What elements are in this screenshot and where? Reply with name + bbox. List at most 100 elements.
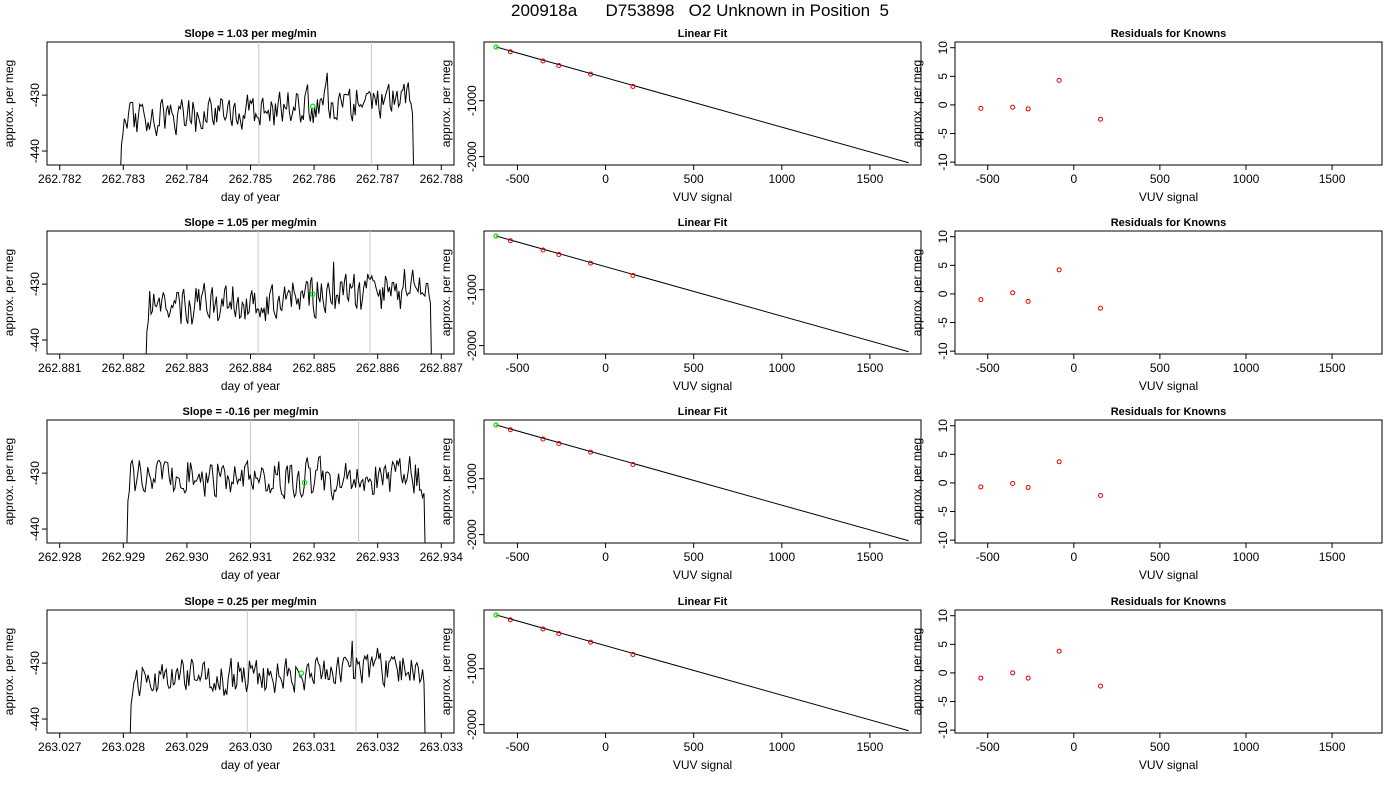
- plot-area: [120, 42, 415, 165]
- plot-frame: [46, 41, 455, 166]
- x-tick-label: 262.783: [102, 172, 146, 186]
- timeseries-panel-3: Slope = 0.25 per meg/min 263.027 263.028 26…: [2, 596, 463, 772]
- residuals-panel-3: Residuals for Knowns -500 0 500 1000 1500 VUV …: [910, 596, 1383, 772]
- residual-point: [1056, 459, 1062, 465]
- y-axis-label: approx. per meg: [439, 628, 453, 715]
- plot-title: Residuals for Knowns: [1111, 596, 1227, 608]
- x-tick-label: 262.883: [165, 361, 209, 375]
- x-tick-label: 0: [602, 172, 609, 186]
- y-tick-label: -10: [936, 153, 950, 171]
- known-standard-point: [588, 71, 594, 77]
- x-tick-label: 1500: [1319, 172, 1346, 186]
- x-tick-label: 0: [602, 740, 609, 754]
- known-standard-point: [630, 83, 636, 89]
- y-tick-label: 5: [936, 451, 950, 458]
- x-tick-label: 1000: [768, 740, 795, 754]
- known-standard-point: [540, 58, 546, 64]
- residual-point: [978, 297, 984, 303]
- known-standard-point: [588, 449, 594, 455]
- selected-point: [298, 670, 305, 676]
- x-tick-label: 263.031: [292, 740, 336, 754]
- signal-trace: [145, 261, 432, 354]
- x-tick-label: 500: [1150, 740, 1170, 754]
- unknown-point: [493, 233, 499, 239]
- x-tick-label: 262.932: [292, 550, 336, 564]
- known-standard-point: [630, 461, 636, 467]
- x-tick-label: 0: [1070, 550, 1077, 564]
- fit-panel-3: Linear Fit -500 0 500 1000 1500 VUV signal -200…: [439, 596, 922, 772]
- x-tick-label: -500: [505, 361, 529, 375]
- x-tick-label: 1000: [1233, 172, 1260, 186]
- x-tick-label: 1500: [1319, 361, 1346, 375]
- x-tick-label: 1000: [768, 361, 795, 375]
- x-tick-label: 1500: [1319, 550, 1346, 564]
- y-tick-label: -1000: [465, 653, 479, 684]
- residuals-panel-2: Residuals for Knowns -500 0 500 1000 1500 VUV …: [910, 406, 1383, 582]
- y-tick-label: -10: [936, 721, 950, 739]
- known-standard-point: [588, 639, 594, 645]
- x-tick-label: 262.785: [229, 172, 273, 186]
- fit-line: [496, 235, 909, 353]
- y-tick-label: -5: [936, 696, 950, 707]
- plot-area: [978, 77, 1103, 122]
- y-axis-label: approx. per meg: [910, 60, 924, 147]
- known-standard-point: [556, 630, 562, 636]
- y-axis-label: approx. per meg: [2, 249, 16, 336]
- x-tick-label: 500: [1150, 550, 1170, 564]
- residual-point: [1056, 267, 1062, 273]
- residual-point: [1056, 648, 1062, 654]
- x-tick-label: 262.934: [420, 550, 464, 564]
- plot-title: Linear Fit: [678, 406, 728, 418]
- plot-frame: [483, 230, 922, 355]
- y-tick-label: 10: [936, 230, 950, 244]
- plot-area: [129, 610, 426, 733]
- known-standard-point: [507, 49, 513, 55]
- x-tick-label: -500: [976, 361, 1000, 375]
- known-standard-point: [556, 251, 562, 257]
- known-standard-point: [630, 651, 636, 657]
- residual-point: [978, 484, 984, 490]
- y-tick-label: 10: [936, 609, 950, 623]
- x-tick-label: 1000: [768, 172, 795, 186]
- x-tick-label: 0: [1070, 172, 1077, 186]
- y-axis-label: approx. per meg: [2, 438, 16, 525]
- x-tick-label: -500: [976, 550, 1000, 564]
- plot-title: Slope = 1.03 per meg/min: [184, 28, 317, 40]
- y-tick-label: -430: [28, 461, 42, 485]
- x-tick-label: 262.885: [292, 361, 336, 375]
- x-tick-label: 262.784: [165, 172, 209, 186]
- x-tick-label: 1500: [857, 550, 884, 564]
- residual-point: [1025, 485, 1031, 491]
- residual-point: [1097, 493, 1103, 499]
- residuals-panel-0: Residuals for Knowns -500 0 500 1000 1500 VUV …: [910, 28, 1383, 204]
- x-tick-label: 0: [1070, 361, 1077, 375]
- selected-point: [301, 479, 308, 486]
- x-tick-label: 262.933: [356, 550, 400, 564]
- known-standard-point: [630, 272, 636, 278]
- fit-line: [496, 46, 909, 164]
- residual-point: [1010, 481, 1016, 487]
- plot-frame: [954, 419, 1383, 544]
- plot-frame: [483, 41, 922, 166]
- y-tick-label: -10: [936, 531, 950, 549]
- residual-point: [978, 675, 984, 681]
- y-tick-label: 0: [936, 479, 950, 486]
- x-tick-label: 262.929: [102, 550, 146, 564]
- x-tick-label: 500: [1150, 172, 1170, 186]
- plot-frame: [46, 230, 455, 355]
- unknown-point: [493, 44, 499, 50]
- y-tick-label: -1000: [465, 85, 479, 116]
- plot-title: Residuals for Knowns: [1111, 28, 1227, 40]
- y-tick-label: 0: [936, 101, 950, 108]
- residual-point: [1025, 675, 1031, 681]
- plot-area: [978, 459, 1103, 499]
- x-tick-label: 1000: [1233, 361, 1260, 375]
- x-tick-label: 262.782: [38, 172, 82, 186]
- x-tick-label: 0: [602, 550, 609, 564]
- y-tick-label: -430: [28, 83, 42, 107]
- timeseries-panel-0: Slope = 1.03 per meg/min 262.782 262.783 26…: [2, 28, 463, 204]
- figure-title: 200918a D753898 O2 Unknown in Position 5: [510, 1, 890, 20]
- plot-area: [978, 648, 1103, 689]
- y-axis-label: approx. per meg: [439, 249, 453, 336]
